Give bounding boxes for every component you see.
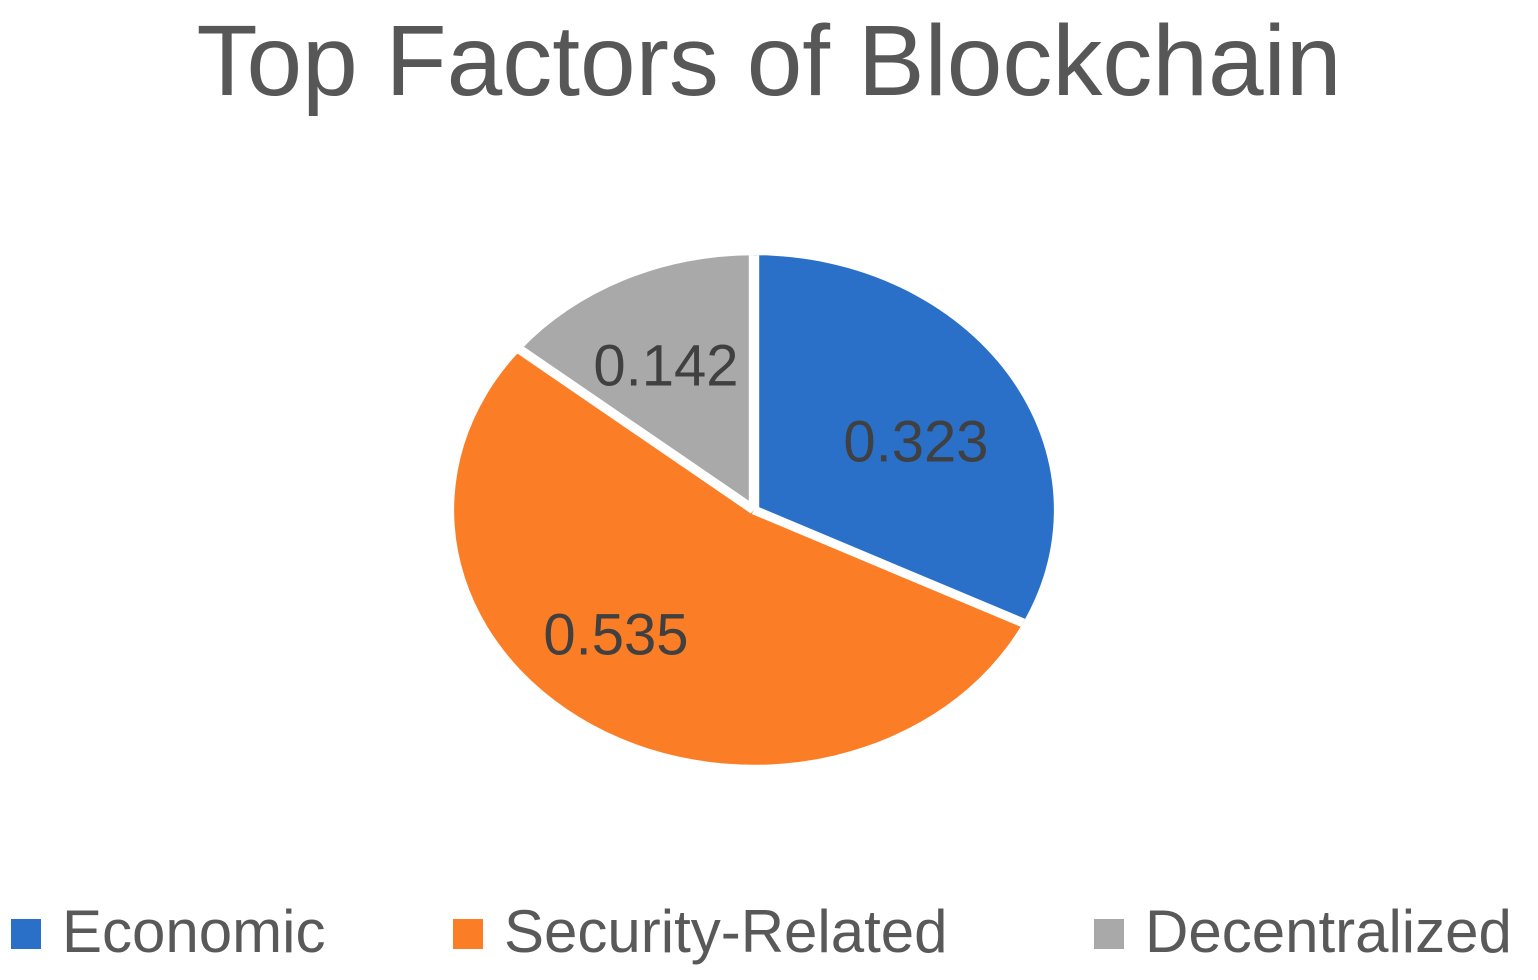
pie-slice-security-related (454, 350, 1023, 765)
legend: Economic Security-Related Decentralized (0, 898, 1538, 970)
legend-item-economic: Economic (11, 898, 325, 970)
pie-svg (454, 255, 1054, 765)
pie-slice-economic (754, 255, 1054, 623)
slice-label-security-related: 0.535 (543, 602, 689, 668)
pie-separator-line (517, 346, 758, 514)
pie-separators (517, 255, 1026, 627)
legend-item-security-related: Security-Related (453, 898, 948, 970)
slice-label-decentralized: 0.142 (593, 333, 739, 399)
pie-slices (454, 255, 1054, 765)
legend-swatch-security-related (453, 919, 483, 949)
chart-title: Top Factors of Blockchain (196, 5, 1342, 117)
pie-chart: 0.323 0.535 0.142 (448, 250, 1060, 770)
legend-label-economic: Economic (62, 898, 326, 965)
pie-separator-line (751, 506, 1026, 627)
slice-label-economic: 0.323 (843, 409, 989, 475)
legend-label-security-related: Security-Related (504, 898, 948, 965)
legend-label-decentralized: Decentralized (1145, 898, 1512, 965)
legend-item-decentralized: Decentralized (1094, 898, 1512, 970)
legend-swatch-economic (11, 919, 41, 949)
pie-slice-decentralized (520, 255, 754, 510)
legend-swatch-decentralized (1094, 919, 1124, 949)
